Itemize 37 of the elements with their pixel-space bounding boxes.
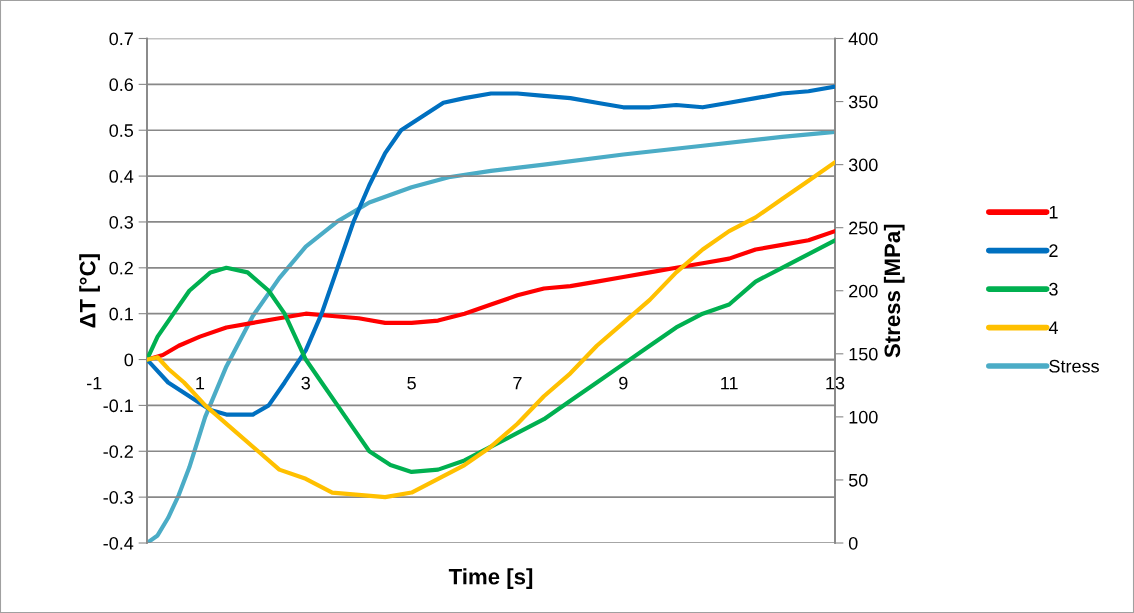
y-tick-label: 0.7 <box>109 32 133 46</box>
y-tick-label: 0.1 <box>109 307 133 321</box>
y-axis-title: ΔT [°C] <box>79 254 100 328</box>
legend-label: Stress <box>1049 359 1099 373</box>
y2-tick-label: 400 <box>848 32 878 46</box>
y2-tick-label: 350 <box>848 95 878 109</box>
legend-label: 2 <box>1049 244 1058 257</box>
y2-axis-title: Stress [MPa] <box>883 224 905 358</box>
x-tick-label: 5 <box>407 376 416 390</box>
x-tick-label: 13 <box>826 376 845 390</box>
x-tick-label: 1 <box>196 376 205 390</box>
y-tick-label: -0.4 <box>103 536 134 550</box>
text: -1 <box>87 376 102 390</box>
y-tick-label: -0.3 <box>103 491 134 504</box>
x-tick-label: 11 <box>721 376 738 390</box>
y-tick-label: 0.2 <box>109 261 133 275</box>
y-tick-label: 0.4 <box>109 170 134 183</box>
legend-label: 4 <box>1048 321 1058 334</box>
y2-tick-label: 150 <box>849 347 878 361</box>
y-tick-label: 0 <box>124 353 134 367</box>
x-tick-label: 9 <box>619 376 628 390</box>
y2-tick-label: 0 <box>848 536 858 550</box>
legend-label: 3 <box>1049 282 1058 296</box>
x-tick-label: 3 <box>301 376 310 390</box>
y2-tick-label: 250 <box>849 221 878 235</box>
y-tick-label: 0.5 <box>109 124 134 137</box>
y-tick-label: -0.2 <box>103 445 133 458</box>
y2-tick-label: 100 <box>849 410 878 424</box>
x-axis-title: Time [s] <box>448 568 533 589</box>
y2-tick-label: 200 <box>849 284 878 298</box>
y-tick-label: 0.6 <box>109 78 134 92</box>
y-tick-label: -0.1 <box>103 399 133 413</box>
y-tick-label: 0.3 <box>109 215 134 229</box>
y2-tick-label: 50 <box>848 473 868 487</box>
x-tick-label: 7 <box>513 376 522 390</box>
y2-tick-label: 300 <box>848 158 878 172</box>
legend-label: 1 <box>1049 206 1058 219</box>
